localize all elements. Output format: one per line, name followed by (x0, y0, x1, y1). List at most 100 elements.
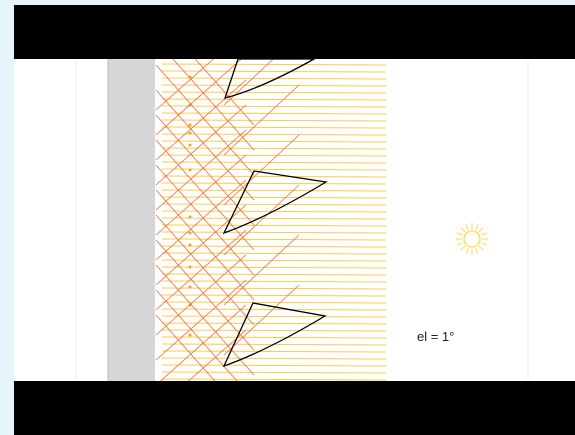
reflected-ray (155, 54, 247, 136)
reflected-ray (155, 254, 247, 336)
ray-dot (188, 243, 192, 247)
reflected-ray (155, 214, 255, 326)
reflector-fin (222, 302, 327, 368)
incoming-ray (161, 119, 387, 122)
reflector-fin (224, 58, 317, 99)
reflected-ray (155, 304, 247, 386)
incoming-ray (161, 154, 387, 157)
ray-dot (188, 265, 192, 269)
reflected-ray (155, 104, 247, 186)
incoming-ray (161, 259, 387, 262)
incoming-ray (161, 203, 387, 206)
reflected-ray (223, 84, 300, 156)
ray-diagram (75, 5, 529, 426)
reflected-ray (155, 79, 247, 161)
ray-dot (188, 231, 192, 235)
ray-dot (188, 131, 192, 135)
incoming-ray (161, 364, 387, 367)
incoming-ray (161, 70, 387, 73)
incoming-ray (161, 266, 387, 269)
sun-ray (465, 224, 469, 230)
ray-dot (188, 215, 192, 219)
incoming-ray (161, 308, 387, 311)
incoming-ray (161, 336, 387, 339)
sun-ray (457, 232, 463, 236)
reflected-ray (155, 279, 247, 361)
reflected-ray (155, 239, 255, 351)
sun-ray (481, 232, 487, 236)
incoming-ray (161, 301, 387, 304)
incoming-ray (161, 287, 387, 290)
incoming-ray (161, 224, 387, 227)
incoming-ray (161, 105, 387, 108)
incoming-ray (161, 189, 387, 192)
incoming-ray (161, 357, 387, 360)
sun-ray (460, 245, 466, 251)
reflected-ray (155, 189, 255, 301)
incoming-ray (161, 84, 387, 87)
incoming-ray (161, 147, 387, 150)
reflected-ray (223, 234, 300, 306)
reflectors (222, 58, 328, 368)
reflected-ray (155, 264, 255, 376)
incoming-ray (161, 217, 387, 220)
incoming-ray (161, 112, 387, 115)
incoming-ray (161, 329, 387, 332)
incoming-ray (161, 273, 387, 276)
sun-icon (456, 223, 488, 255)
incoming-ray (161, 252, 387, 255)
reflected-ray (155, 129, 247, 211)
letterbox-bottom (14, 381, 575, 435)
incoming-ray (161, 280, 387, 283)
incoming-ray (161, 350, 387, 353)
sun-ray (465, 248, 469, 254)
reflected-ray (155, 154, 247, 236)
background-guides (75, 59, 529, 381)
sun-ray (475, 224, 479, 230)
letterbox-top (14, 5, 575, 59)
incoming-ray (161, 140, 387, 143)
incoming-ray (161, 63, 387, 66)
incoming-ray (161, 322, 387, 325)
ray-dot (188, 143, 192, 147)
incoming-ray (161, 294, 387, 297)
sun-ray (478, 227, 484, 233)
incoming-ray (161, 77, 387, 80)
sun-ray (478, 245, 484, 251)
incoming-ray (161, 371, 387, 374)
incoming-ray (161, 126, 387, 129)
reflected-ray (155, 229, 247, 311)
sun-ray (475, 248, 479, 254)
incoming-ray (161, 91, 387, 94)
ray-dot (188, 285, 192, 289)
incoming-ray (161, 238, 387, 241)
ray-dot (188, 333, 192, 337)
incoming-ray (161, 245, 387, 248)
reflected-ray (155, 204, 247, 286)
sun-ray (481, 242, 487, 246)
simulation-viewport: el = 1° (14, 5, 575, 435)
reflected-ray (155, 64, 255, 176)
sun-ray (460, 227, 466, 233)
reflected-ray (155, 164, 255, 276)
reflected-ray (155, 139, 255, 251)
elevation-label: el = 1° (417, 329, 455, 344)
reflected-ray (155, 114, 255, 226)
reflected-ray (223, 134, 300, 206)
sun-disc (463, 230, 481, 248)
incoming-ray (161, 133, 387, 136)
incoming-ray (161, 196, 387, 199)
incoming-ray (161, 182, 387, 185)
reflected-ray (155, 89, 255, 201)
incoming-ray (161, 315, 387, 318)
reflected-ray (223, 184, 300, 256)
incoming-ray (161, 175, 387, 178)
sun-ray (457, 242, 463, 246)
incoming-ray (161, 98, 387, 101)
incoming-ray (161, 161, 387, 164)
reflected-ray (223, 284, 300, 356)
ray-dot (188, 123, 192, 127)
reflected-rays (155, 5, 300, 426)
reflected-ray (155, 179, 247, 261)
incoming-ray (161, 168, 387, 171)
